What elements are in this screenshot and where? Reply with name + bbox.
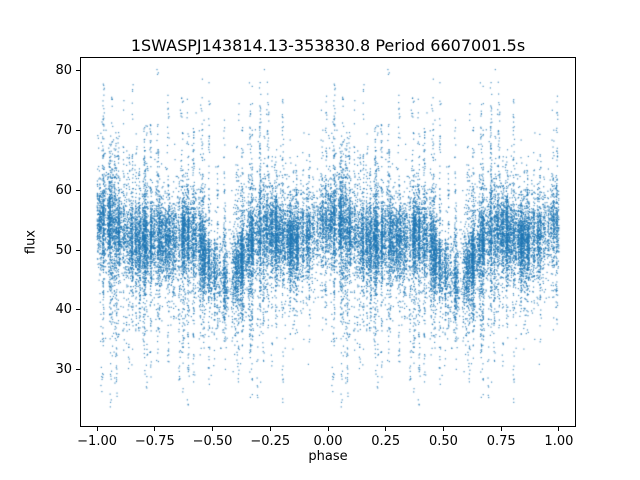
- x-tick-label: 0.25: [371, 434, 401, 449]
- y-tick-mark: [76, 309, 80, 311]
- y-tick-mark: [76, 130, 80, 132]
- x-tick-label: −0.25: [250, 434, 291, 449]
- x-tick-label: 0.75: [486, 434, 516, 449]
- y-tick-mark: [76, 70, 80, 72]
- y-tick-label: 30: [55, 362, 72, 378]
- scatter-points-canvas: [80, 57, 576, 427]
- x-tick-label: 1.00: [544, 434, 574, 449]
- x-axis-label: phase: [308, 449, 348, 464]
- x-tick-mark: [212, 427, 214, 431]
- x-tick-label: −1.00: [77, 434, 117, 449]
- y-tick-label: 50: [55, 242, 72, 258]
- x-tick-mark: [269, 427, 271, 431]
- y-tick-label: 80: [55, 63, 72, 79]
- x-tick-mark: [96, 427, 98, 431]
- x-tick-mark: [385, 427, 387, 431]
- y-tick-label: 40: [55, 302, 72, 318]
- x-tick-mark: [500, 427, 502, 431]
- x-tick-label: −0.50: [192, 434, 233, 449]
- y-tick-label: 70: [55, 123, 72, 139]
- y-tick-mark: [76, 189, 80, 191]
- x-tick-mark: [327, 427, 329, 431]
- x-tick-mark: [442, 427, 444, 431]
- x-tick-mark: [154, 427, 156, 431]
- x-tick-label: 0.50: [428, 434, 458, 449]
- y-tick-label: 60: [55, 182, 72, 198]
- x-tick-label: 0.00: [313, 434, 343, 449]
- chart-title: 1SWASPJ143814.13-353830.8 Period 6607001…: [130, 36, 526, 55]
- x-tick-mark: [558, 427, 560, 431]
- x-tick-label: −0.75: [134, 434, 175, 449]
- y-tick-mark: [76, 249, 80, 251]
- y-tick-mark: [76, 369, 80, 371]
